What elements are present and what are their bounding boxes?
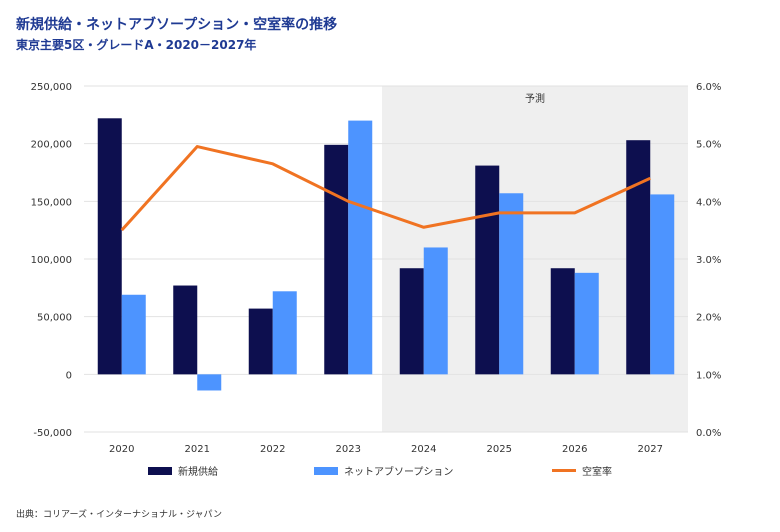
x-tick-label: 2027 [638, 444, 663, 455]
y-tick-left: 200,000 [31, 140, 72, 151]
y-tick-left: -50,000 [33, 428, 72, 439]
line-vacancy [120, 145, 651, 232]
legend-label-vacancy: 空室率 [582, 467, 612, 478]
bar-supply [626, 140, 651, 375]
bar-supply [248, 308, 273, 375]
bar-absorption [197, 374, 222, 391]
x-tick-label: 2023 [336, 444, 361, 455]
legend-swatch-supply [148, 466, 172, 475]
bar-supply [475, 165, 500, 375]
y-tick-left: 150,000 [31, 197, 72, 208]
bar-supply [173, 285, 198, 375]
x-tick-label: 2021 [185, 444, 210, 455]
y-tick-left: 0 [66, 370, 72, 381]
chart-title: 新規供給・ネットアブソープション・空室率の推移 [16, 17, 338, 33]
y-tick-left: 250,000 [31, 82, 72, 93]
y-tick-right: 2.0% [696, 313, 721, 324]
legend-swatch-absorption [314, 466, 338, 475]
x-tick-label: 2024 [411, 444, 436, 455]
legend-item-supply: 新規供給 [148, 463, 218, 478]
y-tick-right: 6.0% [696, 82, 721, 93]
legend-swatch-vacancy [552, 469, 576, 472]
y-tick-right: 5.0% [696, 140, 721, 151]
legend: 新規供給 ネットアブソープション 空室率 [0, 463, 780, 483]
y-tick-right: 1.0% [696, 370, 721, 381]
legend-item-vacancy: 空室率 [552, 463, 612, 478]
y-tick-right: 0.0% [696, 428, 721, 439]
y-tick-right: 3.0% [696, 255, 721, 266]
legend-label-supply: 新規供給 [178, 467, 218, 478]
bar-absorption [423, 247, 448, 375]
bar-supply [97, 118, 122, 375]
bar-absorption [574, 272, 599, 375]
x-tick-label: 2025 [487, 444, 512, 455]
y-tick-left: 50,000 [37, 313, 72, 324]
bar-supply [399, 268, 424, 375]
legend-label-absorption: ネットアブソープション [344, 467, 454, 478]
bar-supply [550, 268, 575, 375]
forecast-label: 予測 [525, 92, 545, 105]
y-tick-right: 4.0% [696, 197, 721, 208]
bar-absorption [348, 120, 373, 375]
legend-item-absorption: ネットアブソープション [314, 463, 453, 478]
x-tick-label: 2022 [260, 444, 285, 455]
bar-absorption [272, 291, 297, 375]
bar-absorption [650, 194, 675, 375]
source-note: 出典：コリアーズ・インターナショナル・ジャパン [16, 510, 223, 520]
bar-supply [324, 144, 349, 375]
y-tick-left: 100,000 [31, 255, 72, 266]
x-tick-label: 2026 [562, 444, 587, 455]
bar-absorption [499, 193, 524, 375]
x-tick-label: 2020 [109, 444, 134, 455]
bar-absorption [121, 294, 146, 375]
chart-subtitle: 東京主要5区・グレードA・2020－2027年 [16, 38, 257, 52]
